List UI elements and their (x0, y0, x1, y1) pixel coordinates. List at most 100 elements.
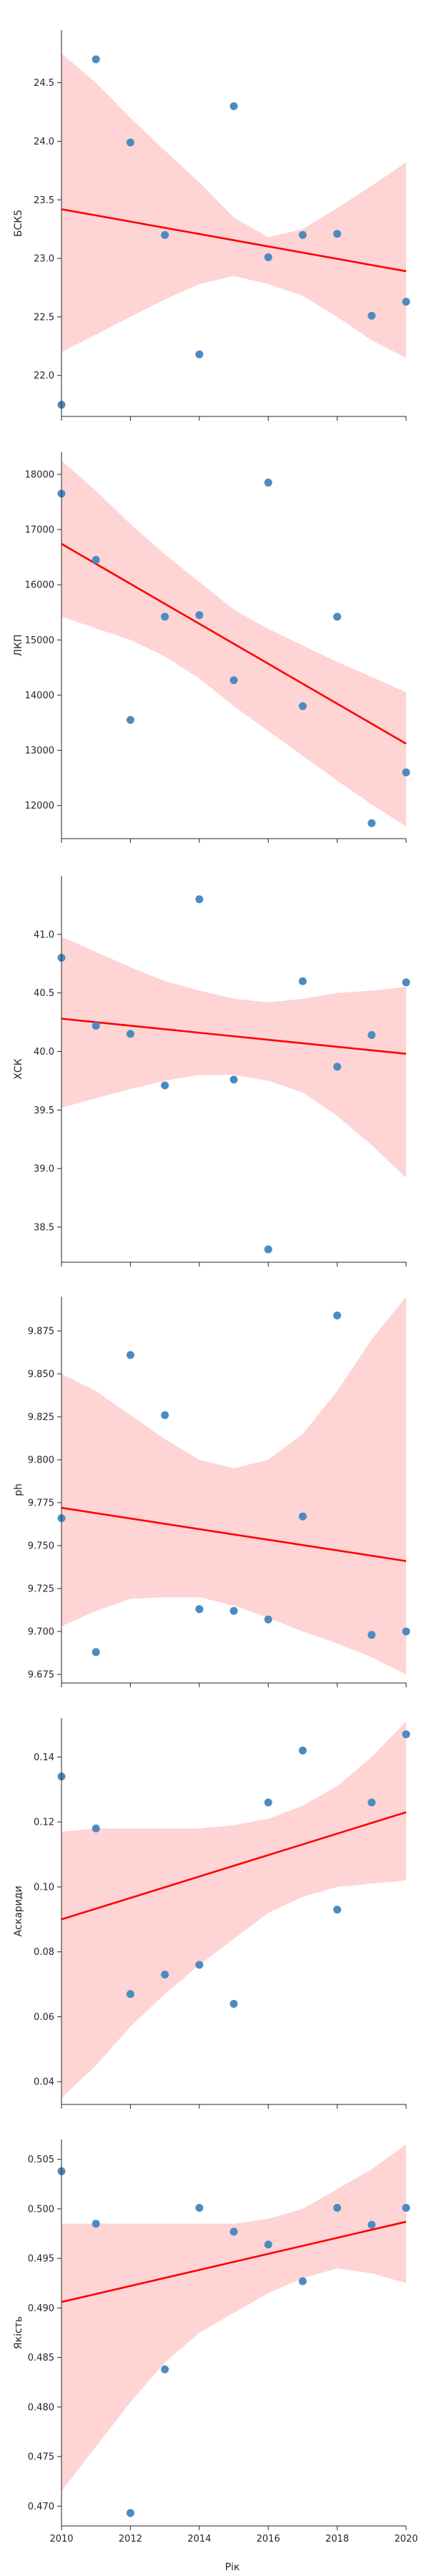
y-tick-label: 24.5 (34, 78, 54, 89)
data-point (298, 977, 307, 985)
data-point (195, 2204, 204, 2212)
y-tick-label: 22.0 (34, 371, 54, 381)
data-point (368, 1031, 376, 1040)
data-point (161, 230, 169, 239)
data-point (402, 298, 410, 306)
y-tick-label: 0.495 (28, 2254, 54, 2265)
y-tick-label: 0.475 (28, 2452, 54, 2463)
data-point (195, 1961, 204, 1969)
data-point (230, 1999, 238, 2008)
data-point (264, 1798, 272, 1807)
y-tick-label: 41.0 (34, 930, 54, 940)
data-point (368, 311, 376, 320)
data-point (195, 611, 204, 620)
data-point (264, 1615, 272, 1624)
y-tick-label: 0.06 (34, 2012, 54, 2023)
y-tick-label: 0.490 (28, 2303, 54, 2314)
confidence-band (61, 937, 406, 1179)
confidence-band (61, 1297, 406, 1674)
data-point (402, 1730, 410, 1739)
data-point (264, 1245, 272, 1254)
data-point (368, 1798, 376, 1807)
data-point (298, 1512, 307, 1521)
y-tick-label: 0.14 (34, 1752, 54, 1763)
data-point (368, 1631, 376, 1639)
data-point (230, 102, 238, 110)
y-tick-label: 0.04 (34, 2077, 54, 2088)
data-point (402, 768, 410, 776)
y-axis-label: Аскариди (13, 1885, 24, 1936)
data-point (298, 1746, 307, 1755)
y-tick-label: 0.500 (28, 2204, 54, 2215)
data-point (230, 2228, 238, 2236)
data-point (126, 716, 134, 724)
data-point (333, 613, 342, 621)
data-point (402, 978, 410, 987)
regression-line (61, 1018, 407, 1055)
y-tick-label: 24.0 (34, 137, 54, 147)
y-axis-label: БСК5 (13, 210, 24, 237)
y-tick-label: 9.850 (28, 1370, 54, 1380)
y-tick-label: 38.5 (34, 1222, 54, 1233)
y-tick-label: 9.775 (28, 1498, 54, 1509)
confidence-band (61, 2144, 406, 2492)
regression-panel: 0.04 0.06 0.08 0.10 0.12 0.14 Аскариди (13, 1718, 410, 2109)
y-tick-label: 12000 (25, 801, 54, 811)
data-point (230, 1606, 238, 1615)
y-tick-label: 15000 (25, 635, 54, 646)
y-tick-label: 13000 (25, 746, 54, 756)
y-tick-label: 40.0 (34, 1047, 54, 1058)
data-point (161, 1411, 169, 1420)
data-point (92, 1648, 100, 1657)
data-point (333, 1311, 342, 1319)
y-tick-label: 0.485 (28, 2353, 54, 2363)
data-point (333, 1906, 342, 1914)
data-point (195, 1605, 204, 1614)
y-axis-label: Якість (13, 2316, 24, 2349)
y-tick-label: 17000 (25, 525, 54, 536)
regression-panel: 9.675 9.700 9.725 9.750 9.775 9.800 9.825 9.850… (13, 1297, 410, 1687)
data-point (92, 1824, 100, 1833)
data-point (402, 2204, 410, 2212)
y-tick-label: 39.5 (34, 1106, 54, 1116)
y-tick-label: 9.675 (28, 1670, 54, 1681)
data-point (126, 2509, 134, 2517)
regression-panel: 0.470 0.475 0.480 0.485 0.490 0.495 0.500 0.505… (13, 2140, 418, 2545)
data-point (333, 2204, 342, 2212)
regression-line (61, 208, 407, 273)
data-point (230, 676, 238, 685)
regression-panel: 22.0 22.5 23.0 23.5 24.0 24.5 БСК5 (13, 30, 410, 421)
data-point (264, 2240, 272, 2249)
x-tick-label: 2016 (257, 2534, 280, 2545)
x-tick-label: 2010 (49, 2534, 73, 2545)
y-axis-label: ЛКП (13, 635, 24, 657)
x-axis-label: Рік (225, 2562, 240, 2573)
data-point (402, 1627, 410, 1636)
y-tick-label: 9.875 (28, 1327, 54, 1337)
data-point (126, 138, 134, 147)
data-point (92, 555, 100, 564)
y-tick-label: 23.0 (34, 254, 54, 265)
data-point (298, 230, 307, 239)
x-tick-label: 2020 (394, 2534, 418, 2545)
x-tick-label: 2014 (187, 2534, 211, 2545)
confidence-band (61, 53, 406, 358)
data-point (333, 230, 342, 238)
data-point (368, 819, 376, 827)
confidence-band (61, 1721, 406, 2098)
regression-panel: 12000 13000 14000 15000 16000 17000 18000 ЛКП (13, 452, 410, 843)
data-point (195, 350, 204, 358)
y-tick-label: 9.750 (28, 1541, 54, 1552)
data-point (126, 1351, 134, 1360)
y-tick-label: 0.480 (28, 2402, 54, 2413)
data-point (298, 702, 307, 711)
data-point (126, 1030, 134, 1038)
regression-line (61, 1811, 407, 1921)
data-point (264, 478, 272, 487)
data-point (230, 1075, 238, 1084)
y-tick-label: 0.10 (34, 1882, 54, 1893)
regression-line (61, 542, 407, 745)
regression-line (61, 2220, 407, 2303)
y-tick-label: 0.470 (28, 2502, 54, 2512)
x-tick-label: 2018 (325, 2534, 349, 2545)
